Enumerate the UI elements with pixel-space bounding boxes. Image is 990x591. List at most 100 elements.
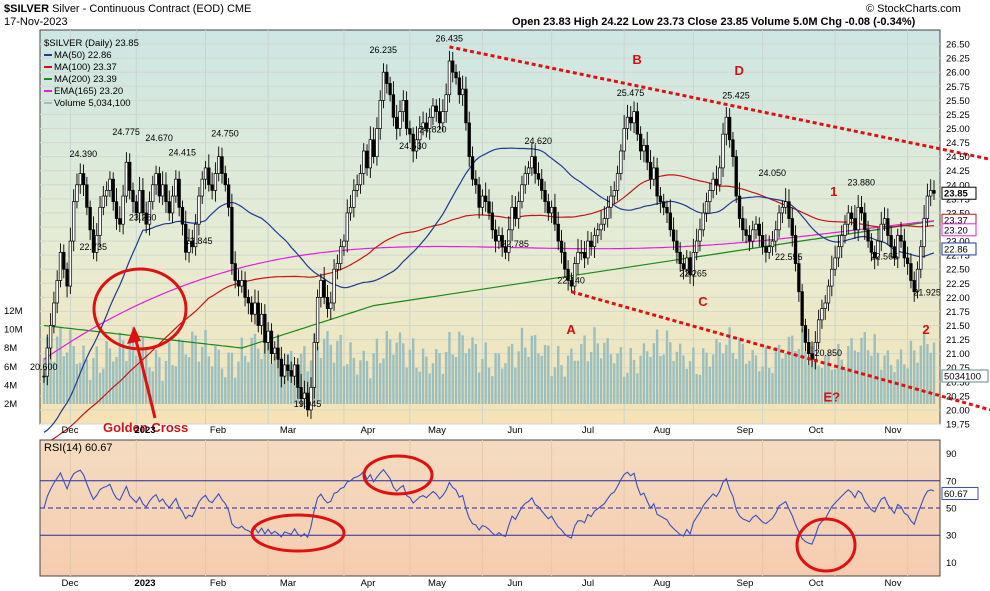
golden-cross-circle — [92, 267, 188, 351]
price-bar-body — [134, 201, 138, 214]
price-bar-body — [42, 375, 46, 378]
volume-bar — [428, 373, 431, 404]
volume-bar — [560, 365, 563, 404]
volume-bar — [270, 363, 273, 404]
volume-bar — [491, 376, 494, 404]
price-bar-body — [622, 128, 626, 152]
price-bar-body — [197, 195, 201, 225]
price-bar-body — [477, 184, 481, 208]
volume-bar — [210, 366, 214, 404]
volume-bar — [655, 329, 659, 404]
volume-bar — [715, 338, 718, 404]
price-bar-body — [213, 173, 218, 191]
price-bar-body — [45, 347, 49, 377]
volume-bar — [764, 346, 768, 404]
trendlines — [449, 45, 990, 412]
volume-bar — [474, 343, 478, 404]
price-bar-body — [846, 212, 850, 225]
price-bar-body — [365, 150, 369, 169]
volume-bar — [754, 355, 758, 404]
price-bar-body — [309, 387, 313, 411]
rsi-x-tick-label: Aug — [654, 578, 671, 589]
volume-bar — [863, 332, 866, 404]
volume-bar — [893, 372, 896, 404]
volume-bar — [247, 362, 250, 404]
rsi-x-tick-label: Oct — [809, 578, 824, 589]
price-x-tick-label: Feb — [210, 425, 226, 436]
price-bar-body — [876, 240, 880, 259]
price-bar-body — [164, 184, 168, 203]
volume-bar — [533, 335, 537, 404]
volume-bar — [652, 343, 656, 404]
price-bar-body — [691, 251, 696, 276]
last-value-tag-text: 23.20 — [944, 225, 968, 236]
price-bar-body — [441, 111, 445, 124]
price-bar-body — [751, 229, 755, 242]
price-bar-body — [259, 313, 264, 326]
volume-tick-label: 2M — [4, 399, 17, 410]
price-bar-body — [62, 251, 66, 270]
last-value-tag-text: 22.86 — [944, 244, 968, 255]
price-bar-body — [592, 235, 597, 248]
price-bar-body — [128, 161, 132, 191]
price-bar-body — [95, 235, 99, 253]
price-bar-body — [576, 251, 580, 264]
volume-bar — [164, 360, 168, 404]
price-bar-body — [325, 297, 330, 309]
price-bar-body — [434, 105, 438, 112]
volume-bar — [191, 331, 194, 404]
price-x-tick-label: Aug — [654, 425, 671, 436]
volume-bar — [79, 362, 82, 404]
volume-bar — [880, 369, 883, 404]
price-bar-body — [708, 190, 712, 203]
rsi-overbought-circle-apr — [362, 454, 434, 496]
price-bar-body — [322, 280, 326, 298]
price-annotation: 25.475 — [617, 88, 645, 98]
price-bar-body — [362, 150, 366, 174]
price-bar-body — [929, 190, 933, 197]
volume-bar — [629, 347, 632, 404]
volume-bar — [112, 361, 115, 404]
price-bar-body — [553, 206, 557, 225]
volume-bar — [125, 360, 128, 404]
price-annotation: 24.415 — [168, 147, 196, 157]
volume-bar — [115, 357, 118, 404]
volume-bar — [744, 363, 748, 404]
volume-bar — [151, 371, 154, 404]
price-tick-label: 22.00 — [946, 293, 970, 304]
price-annotation: 23.260 — [129, 212, 157, 222]
volume-bar — [589, 351, 593, 404]
legend-entry: Volume 5,034,100 — [54, 98, 131, 109]
wave-labels: A B C D 1 E? 2 — [566, 52, 929, 405]
price-bar-body — [460, 88, 465, 96]
price-bar-body — [543, 190, 547, 203]
rsi-x-tick-label: Jun — [507, 578, 522, 589]
price-tick-label: 21.25 — [946, 335, 970, 346]
volume-bar — [477, 372, 481, 404]
volume-bar — [856, 352, 860, 404]
price-annotation: 26.435 — [435, 34, 463, 44]
volume-bar — [408, 349, 412, 404]
price-bar-body — [385, 71, 389, 84]
price-bar-body — [85, 184, 89, 208]
price-bar-body — [724, 116, 728, 135]
volume-bar — [177, 338, 181, 404]
price-annotation: 22.140 — [557, 275, 585, 285]
volume-bar — [88, 379, 92, 404]
legend-entry: EMA(165) 23.20 — [54, 86, 123, 97]
volume-bar — [138, 359, 141, 404]
price-bar-body — [619, 150, 623, 174]
volume-bar — [329, 344, 332, 404]
volume-bar — [711, 354, 715, 404]
price-bar-body — [830, 268, 834, 287]
price-bar-body — [75, 184, 79, 203]
volume-bar — [69, 329, 72, 404]
volume-bar — [184, 354, 187, 404]
volume-tick-label: 10M — [4, 325, 23, 336]
price-annotation: 24.390 — [70, 149, 98, 159]
price-bar-body — [253, 302, 257, 315]
price-x-tick-label: Mar — [280, 425, 296, 436]
price-bar-body — [474, 178, 478, 186]
rsi-x-tick-label: Dec — [62, 578, 79, 589]
